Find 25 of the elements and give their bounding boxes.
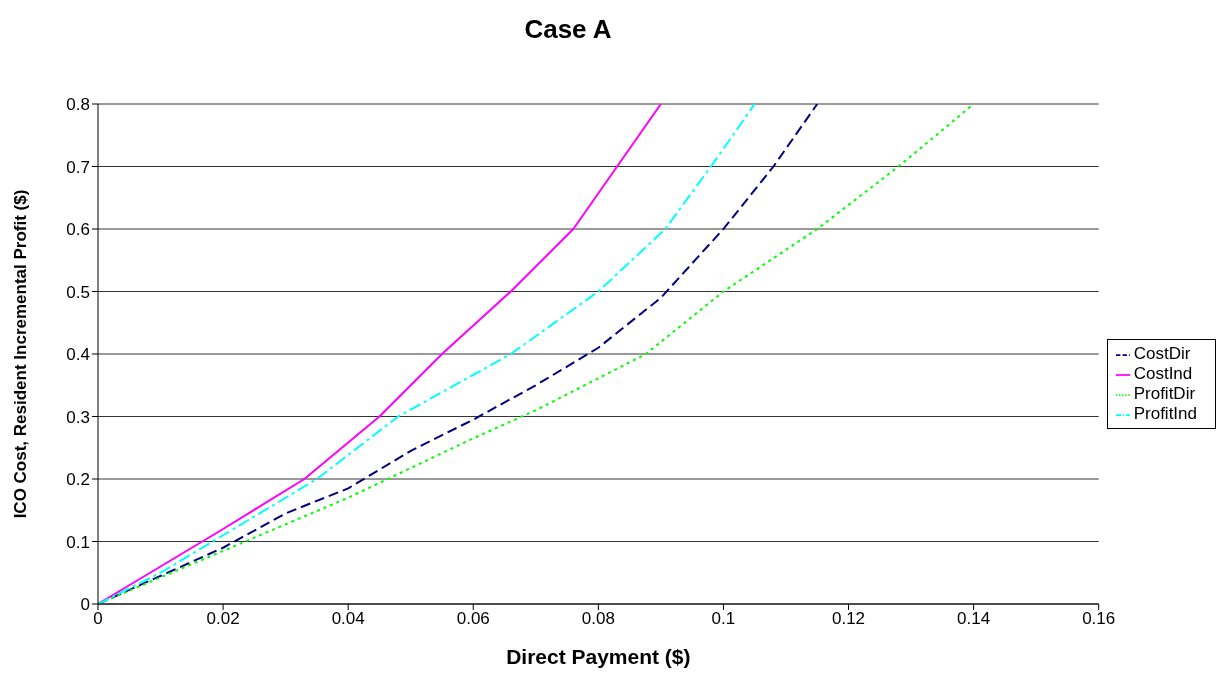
x-tick-label: 0.02 [206,609,240,629]
legend-label: CostInd [1133,364,1193,383]
x-tick-label: 0.04 [331,609,365,629]
chart-title: Case A [523,13,613,46]
y-tick-label: 0.8 [66,95,90,115]
y-tick-label: 0.7 [66,157,90,177]
x-tick-label: 0.06 [456,609,490,629]
x-tick-label: 0.14 [957,609,991,629]
y-tick-label: 0.6 [66,220,90,240]
x-tick-label: 0.1 [711,609,736,629]
y-tick-label: 0.4 [66,345,90,365]
y-axis-title: ICO Cost, Resident Incremental Profit ($) [11,189,31,519]
legend-label: ProfitInd [1133,404,1197,423]
y-tick-label: 0 [80,595,90,615]
y-tick-label: 0.5 [66,282,90,302]
x-tick-label: 0.16 [1082,609,1116,629]
y-tick-label: 0.3 [66,407,90,427]
y-tick-label: 0.2 [66,470,90,490]
x-tick-label: 0.08 [581,609,615,629]
legend-label: ProfitDir [1133,384,1196,403]
x-tick-label: 0 [93,609,103,629]
y-tick-label: 0.1 [66,532,90,552]
x-axis-title: Direct Payment ($) [506,645,691,668]
x-tick-label: 0.12 [831,609,866,629]
legend-label: CostDir [1133,344,1191,363]
